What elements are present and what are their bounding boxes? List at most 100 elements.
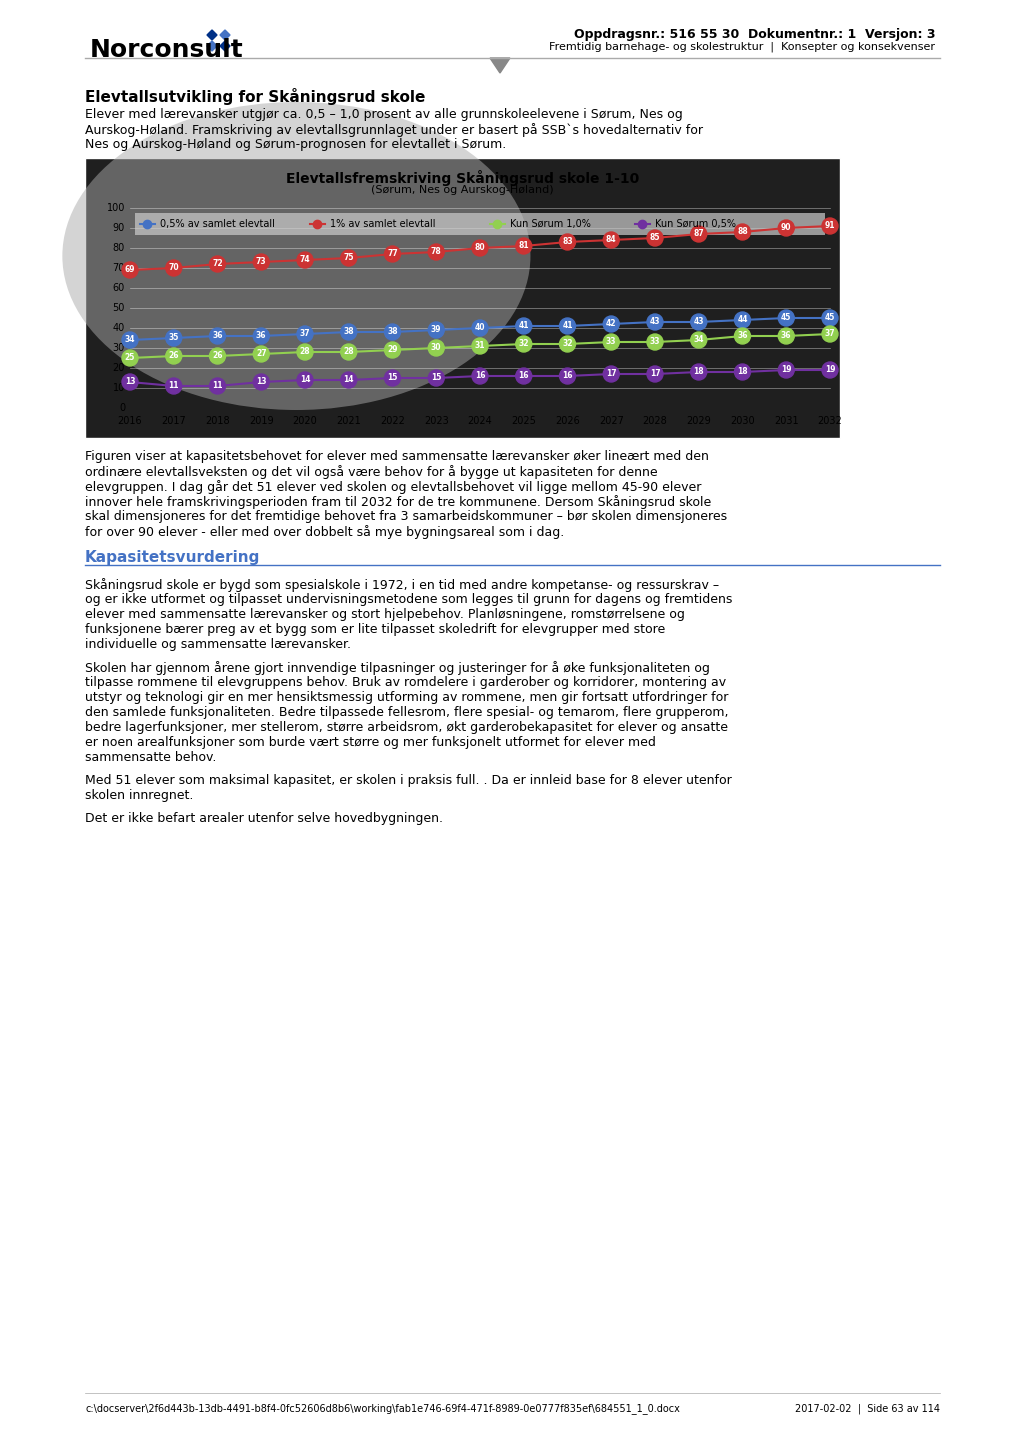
Text: 39: 39 — [431, 326, 441, 334]
Text: 87: 87 — [693, 229, 705, 239]
Circle shape — [122, 350, 138, 366]
Text: 34: 34 — [125, 336, 135, 345]
Text: Skåningsrud skole er bygd som spesialskole i 1972, i en tid med andre kompetanse: Skåningsrud skole er bygd som spesialsko… — [85, 578, 719, 592]
Text: 42: 42 — [606, 320, 616, 329]
Text: 19: 19 — [824, 365, 836, 375]
Text: 2019: 2019 — [249, 416, 273, 426]
Text: 14: 14 — [300, 375, 310, 385]
Text: 34: 34 — [693, 336, 705, 345]
Text: 2021: 2021 — [336, 416, 361, 426]
Circle shape — [778, 362, 795, 378]
Text: Figuren viser at kapasitetsbehovet for elever med sammensatte lærevansker øker l: Figuren viser at kapasitetsbehovet for e… — [85, 450, 709, 463]
Text: 84: 84 — [606, 236, 616, 245]
Circle shape — [122, 374, 138, 390]
Text: Elevtallsutvikling for Skåningsrud skole: Elevtallsutvikling for Skåningsrud skole — [85, 88, 425, 106]
Circle shape — [472, 368, 488, 384]
Text: 43: 43 — [693, 317, 705, 326]
Circle shape — [691, 332, 707, 348]
FancyBboxPatch shape — [85, 158, 840, 437]
Text: 2030: 2030 — [730, 416, 755, 426]
Text: 19: 19 — [781, 365, 792, 375]
Text: 69: 69 — [125, 265, 135, 275]
Circle shape — [691, 363, 707, 379]
Circle shape — [341, 345, 356, 361]
Text: 38: 38 — [387, 327, 397, 336]
Text: Elever med lærevansker utgjør ca. 0,5 – 1,0 prosent av alle grunnskoleelevene i : Elever med lærevansker utgjør ca. 0,5 – … — [85, 109, 683, 122]
Circle shape — [253, 253, 269, 269]
Text: Oppdragsnr.: 516 55 30  Dokumentnr.: 1  Versjon: 3: Oppdragsnr.: 516 55 30 Dokumentnr.: 1 Ve… — [573, 28, 935, 41]
Text: Norconsult: Norconsult — [90, 38, 244, 62]
Circle shape — [691, 226, 707, 242]
Text: 35: 35 — [169, 333, 179, 343]
Circle shape — [384, 246, 400, 262]
Circle shape — [472, 337, 488, 353]
Text: 2017-02-02  |  Side 63 av 114: 2017-02-02 | Side 63 av 114 — [795, 1403, 940, 1413]
Circle shape — [778, 329, 795, 345]
Circle shape — [341, 324, 356, 340]
Text: 38: 38 — [343, 327, 354, 336]
Text: 2024: 2024 — [468, 416, 493, 426]
Text: 2016: 2016 — [118, 416, 142, 426]
Text: bedre lagerfunksjoner, mer stellerom, større arbeidsrom, økt garderobekapasitet : bedre lagerfunksjoner, mer stellerom, st… — [85, 721, 728, 734]
Text: elevgruppen. I dag går det 51 elever ved skolen og elevtallsbehovet vil ligge me: elevgruppen. I dag går det 51 elever ved… — [85, 479, 701, 494]
Circle shape — [253, 329, 269, 345]
Text: 2031: 2031 — [774, 416, 799, 426]
Circle shape — [428, 245, 444, 261]
Circle shape — [341, 251, 356, 266]
Text: Med 51 elever som maksimal kapasitet, er skolen i praksis full. . Da er innleid : Med 51 elever som maksimal kapasitet, er… — [85, 775, 732, 788]
Circle shape — [297, 326, 313, 342]
Circle shape — [559, 319, 575, 334]
Text: 70: 70 — [168, 264, 179, 272]
Text: 37: 37 — [824, 330, 836, 339]
Circle shape — [166, 348, 181, 363]
Text: 2032: 2032 — [817, 416, 843, 426]
Circle shape — [516, 237, 531, 253]
Text: 26: 26 — [169, 352, 179, 361]
Text: 83: 83 — [562, 237, 572, 246]
Circle shape — [297, 345, 313, 361]
Circle shape — [734, 329, 751, 345]
Text: for over 90 elever - eller med over dobbelt så mye bygningsareal som i dag.: for over 90 elever - eller med over dobb… — [85, 526, 564, 539]
Circle shape — [603, 232, 620, 248]
Text: 1% av samlet elevtall: 1% av samlet elevtall — [330, 219, 435, 229]
Text: 0: 0 — [119, 403, 125, 413]
Text: 11: 11 — [169, 381, 179, 391]
Circle shape — [341, 372, 356, 388]
Text: Skolen har gjennom årene gjort innvendige tilpasninger og justeringer for å øke : Skolen har gjennom årene gjort innvendig… — [85, 660, 710, 675]
Text: 32: 32 — [518, 339, 529, 349]
Circle shape — [822, 310, 838, 326]
Circle shape — [603, 316, 620, 332]
Text: 11: 11 — [212, 381, 223, 391]
Text: Kun Sørum 0,5%: Kun Sørum 0,5% — [655, 219, 736, 229]
Text: 41: 41 — [518, 321, 529, 330]
Circle shape — [297, 252, 313, 268]
Text: 80: 80 — [113, 243, 125, 253]
Polygon shape — [220, 30, 230, 41]
Polygon shape — [207, 30, 217, 41]
Text: Nes og Aurskog-Høland og Sørum-prognosen for elevtallet i Sørum.: Nes og Aurskog-Høland og Sørum-prognosen… — [85, 138, 506, 151]
Text: 40: 40 — [475, 323, 485, 333]
Text: 27: 27 — [256, 349, 266, 359]
Text: 45: 45 — [824, 314, 836, 323]
Circle shape — [297, 372, 313, 388]
Text: 75: 75 — [343, 253, 354, 262]
Text: 16: 16 — [562, 372, 572, 381]
Text: 31: 31 — [475, 342, 485, 350]
Text: 29: 29 — [387, 346, 397, 355]
Text: 28: 28 — [343, 348, 354, 356]
Text: sammensatte behov.: sammensatte behov. — [85, 752, 216, 765]
Circle shape — [734, 224, 751, 240]
Circle shape — [166, 261, 181, 277]
Text: 2026: 2026 — [555, 416, 580, 426]
Circle shape — [253, 346, 269, 362]
Circle shape — [691, 314, 707, 330]
Polygon shape — [490, 58, 510, 72]
Text: Aurskog-Høland. Framskriving av elevtallsgrunnlaget under er basert på SSB`s hov: Aurskog-Høland. Framskriving av elevtall… — [85, 123, 703, 138]
Text: 16: 16 — [475, 372, 485, 381]
Circle shape — [472, 320, 488, 336]
Text: 90: 90 — [113, 223, 125, 233]
Text: 2029: 2029 — [686, 416, 711, 426]
Circle shape — [822, 326, 838, 342]
Circle shape — [734, 363, 751, 379]
Circle shape — [647, 334, 663, 350]
